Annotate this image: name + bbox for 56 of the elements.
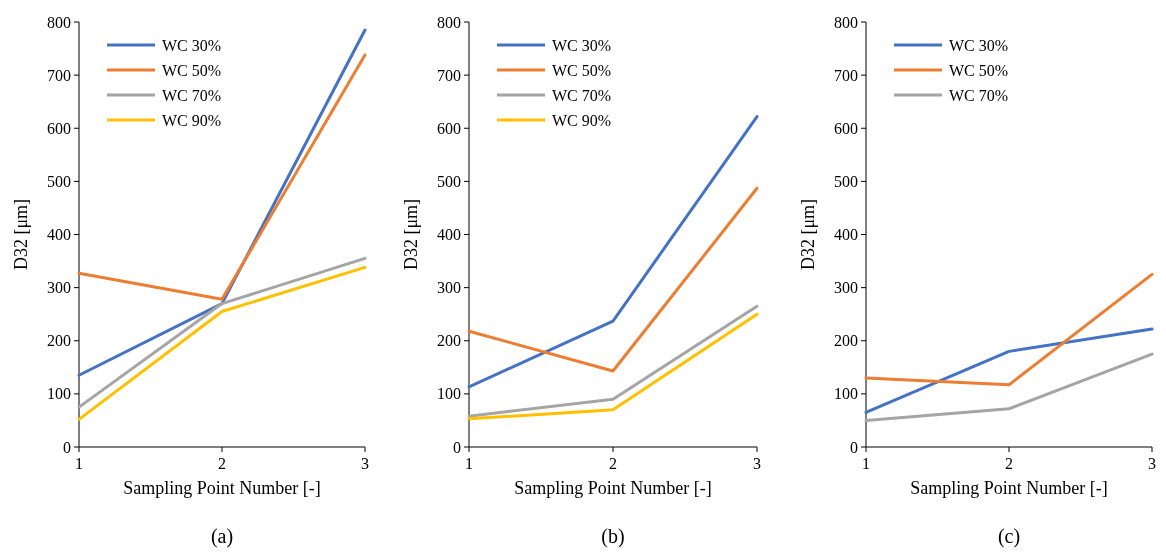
y-tick-label: 400 [47,226,71,244]
y-tick-label: 400 [834,226,858,244]
y-tick-label: 700 [437,66,461,84]
y-tick-label: 500 [47,172,71,190]
y-tick-label: 300 [437,279,461,297]
legend-label: WC 70% [949,86,1009,104]
y-tick-label: 800 [834,13,858,31]
y-tick-label: 100 [437,385,461,403]
legend-label: WC 30% [162,36,222,54]
legend-label: WC 50% [949,61,1009,79]
x-tick-label: 1 [862,455,870,472]
x-tick-label: 1 [465,455,473,472]
x-tick-label: 2 [218,455,226,472]
y-tick-label: 800 [437,13,461,31]
y-tick-label: 600 [437,119,461,137]
legend-label: WC 30% [552,36,612,54]
x-axis-title: Sampling Point Number [-] [514,478,712,498]
x-axis-title: Sampling Point Number [-] [910,478,1108,498]
y-tick-label: 600 [834,119,858,137]
text: (a) [210,525,234,548]
y-tick-label: 300 [834,279,858,297]
y-tick-label: 700 [834,66,858,84]
x-axis-title: Sampling Point Number [-] [123,478,321,498]
x-tick-label: 3 [1148,455,1156,472]
y-tick-label: 300 [47,279,71,297]
x-tick-label: 2 [609,455,617,472]
legend-label: WC 70% [162,86,222,104]
y-tick-label: 200 [834,332,858,350]
y-tick-label: 400 [437,226,461,244]
legend-label: WC 90% [162,111,222,129]
y-tick-label: 500 [437,172,461,190]
text: (c) [997,525,1021,548]
legend-label: WC 90% [552,111,612,129]
legend-label: WC 50% [552,61,612,79]
y-tick-label: 800 [47,13,71,31]
y-tick-label: 100 [47,385,71,403]
y-tick-label: 700 [47,66,71,84]
y-axis-title: D32 [μm] [401,198,421,271]
legend-label: WC 70% [552,86,612,104]
y-tick-label: 0 [453,438,461,456]
text: (b) [601,525,625,548]
y-tick-label: 0 [850,438,858,456]
y-tick-label: 0 [63,438,71,456]
x-tick-label: 3 [753,455,761,472]
y-tick-label: 200 [437,332,461,350]
legend-label: WC 30% [949,36,1009,54]
y-axis-title: D32 [μm] [11,198,31,271]
y-axis-title: D32 [μm] [798,198,818,271]
y-tick-label: 600 [47,119,71,137]
x-tick-label: 1 [75,455,83,472]
legend-label: WC 50% [162,61,222,79]
y-tick-label: 500 [834,172,858,190]
x-tick-label: 3 [361,455,369,472]
y-tick-label: 200 [47,332,71,350]
y-tick-label: 100 [834,385,858,403]
x-tick-label: 2 [1005,455,1013,472]
